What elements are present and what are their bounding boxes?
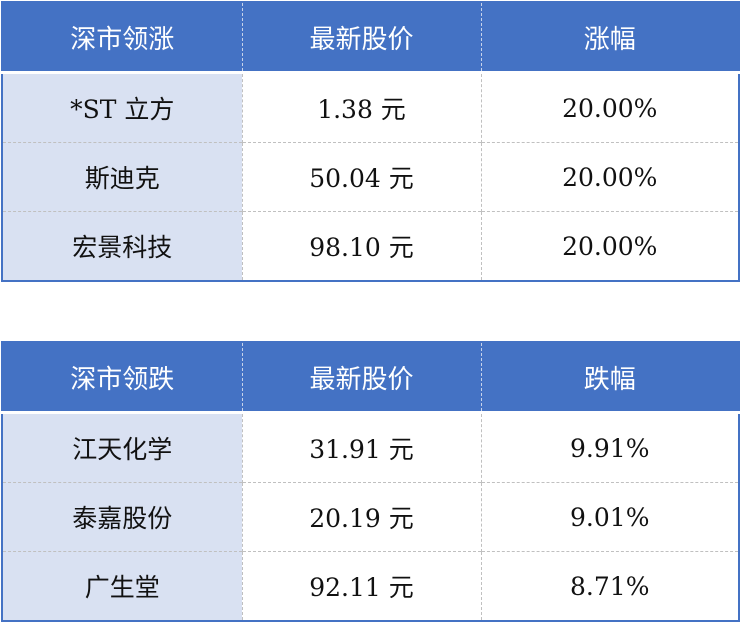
losers-table: 深市领跌 最新股价 跌幅 江天化学 31.91 元 9.91% 泰嘉股份 20.19 … [1,341,740,622]
stock-name: *ST 立方 [2,71,242,143]
stock-name: 广生堂 [2,551,242,621]
stock-price: 31.91 元 [241,411,481,483]
table-row: 宏景科技 98.10 元 20.00% [2,211,739,281]
header-change: 跌幅 [480,342,739,414]
stock-change: 8.71% [480,551,739,621]
header-row: 深市领跌 最新股价 跌幅 [2,342,739,414]
gainers-table: 深市领涨 最新股价 涨幅 *ST 立方 1.38 元 20.00% 斯迪克 50.04… [1,1,740,282]
stock-price: 92.11 元 [241,551,481,621]
header-price: 最新股价 [241,2,481,74]
stock-price: 20.19 元 [241,482,481,552]
header-name: 深市领涨 [2,2,242,74]
stock-price: 1.38 元 [241,71,481,143]
stock-change: 20.00% [480,211,739,281]
header-change: 涨幅 [480,2,739,74]
stock-change: 9.01% [480,482,739,552]
table-row: 江天化学 31.91 元 9.91% [2,411,739,483]
stock-change: 20.00% [480,71,739,143]
stock-name: 江天化学 [2,411,242,483]
header-row: 深市领涨 最新股价 涨幅 [2,2,739,74]
header-name: 深市领跌 [2,342,242,414]
stock-change: 20.00% [480,142,739,212]
header-price: 最新股价 [241,342,481,414]
table-row: *ST 立方 1.38 元 20.00% [2,71,739,143]
stock-price: 98.10 元 [241,211,481,281]
stock-price: 50.04 元 [241,142,481,212]
stock-name: 斯迪克 [2,142,242,212]
table-row: 广生堂 92.11 元 8.71% [2,551,739,621]
table-row: 泰嘉股份 20.19 元 9.01% [2,482,739,552]
table-row: 斯迪克 50.04 元 20.00% [2,142,739,212]
stock-change: 9.91% [480,411,739,483]
stock-name: 宏景科技 [2,211,242,281]
stock-name: 泰嘉股份 [2,482,242,552]
